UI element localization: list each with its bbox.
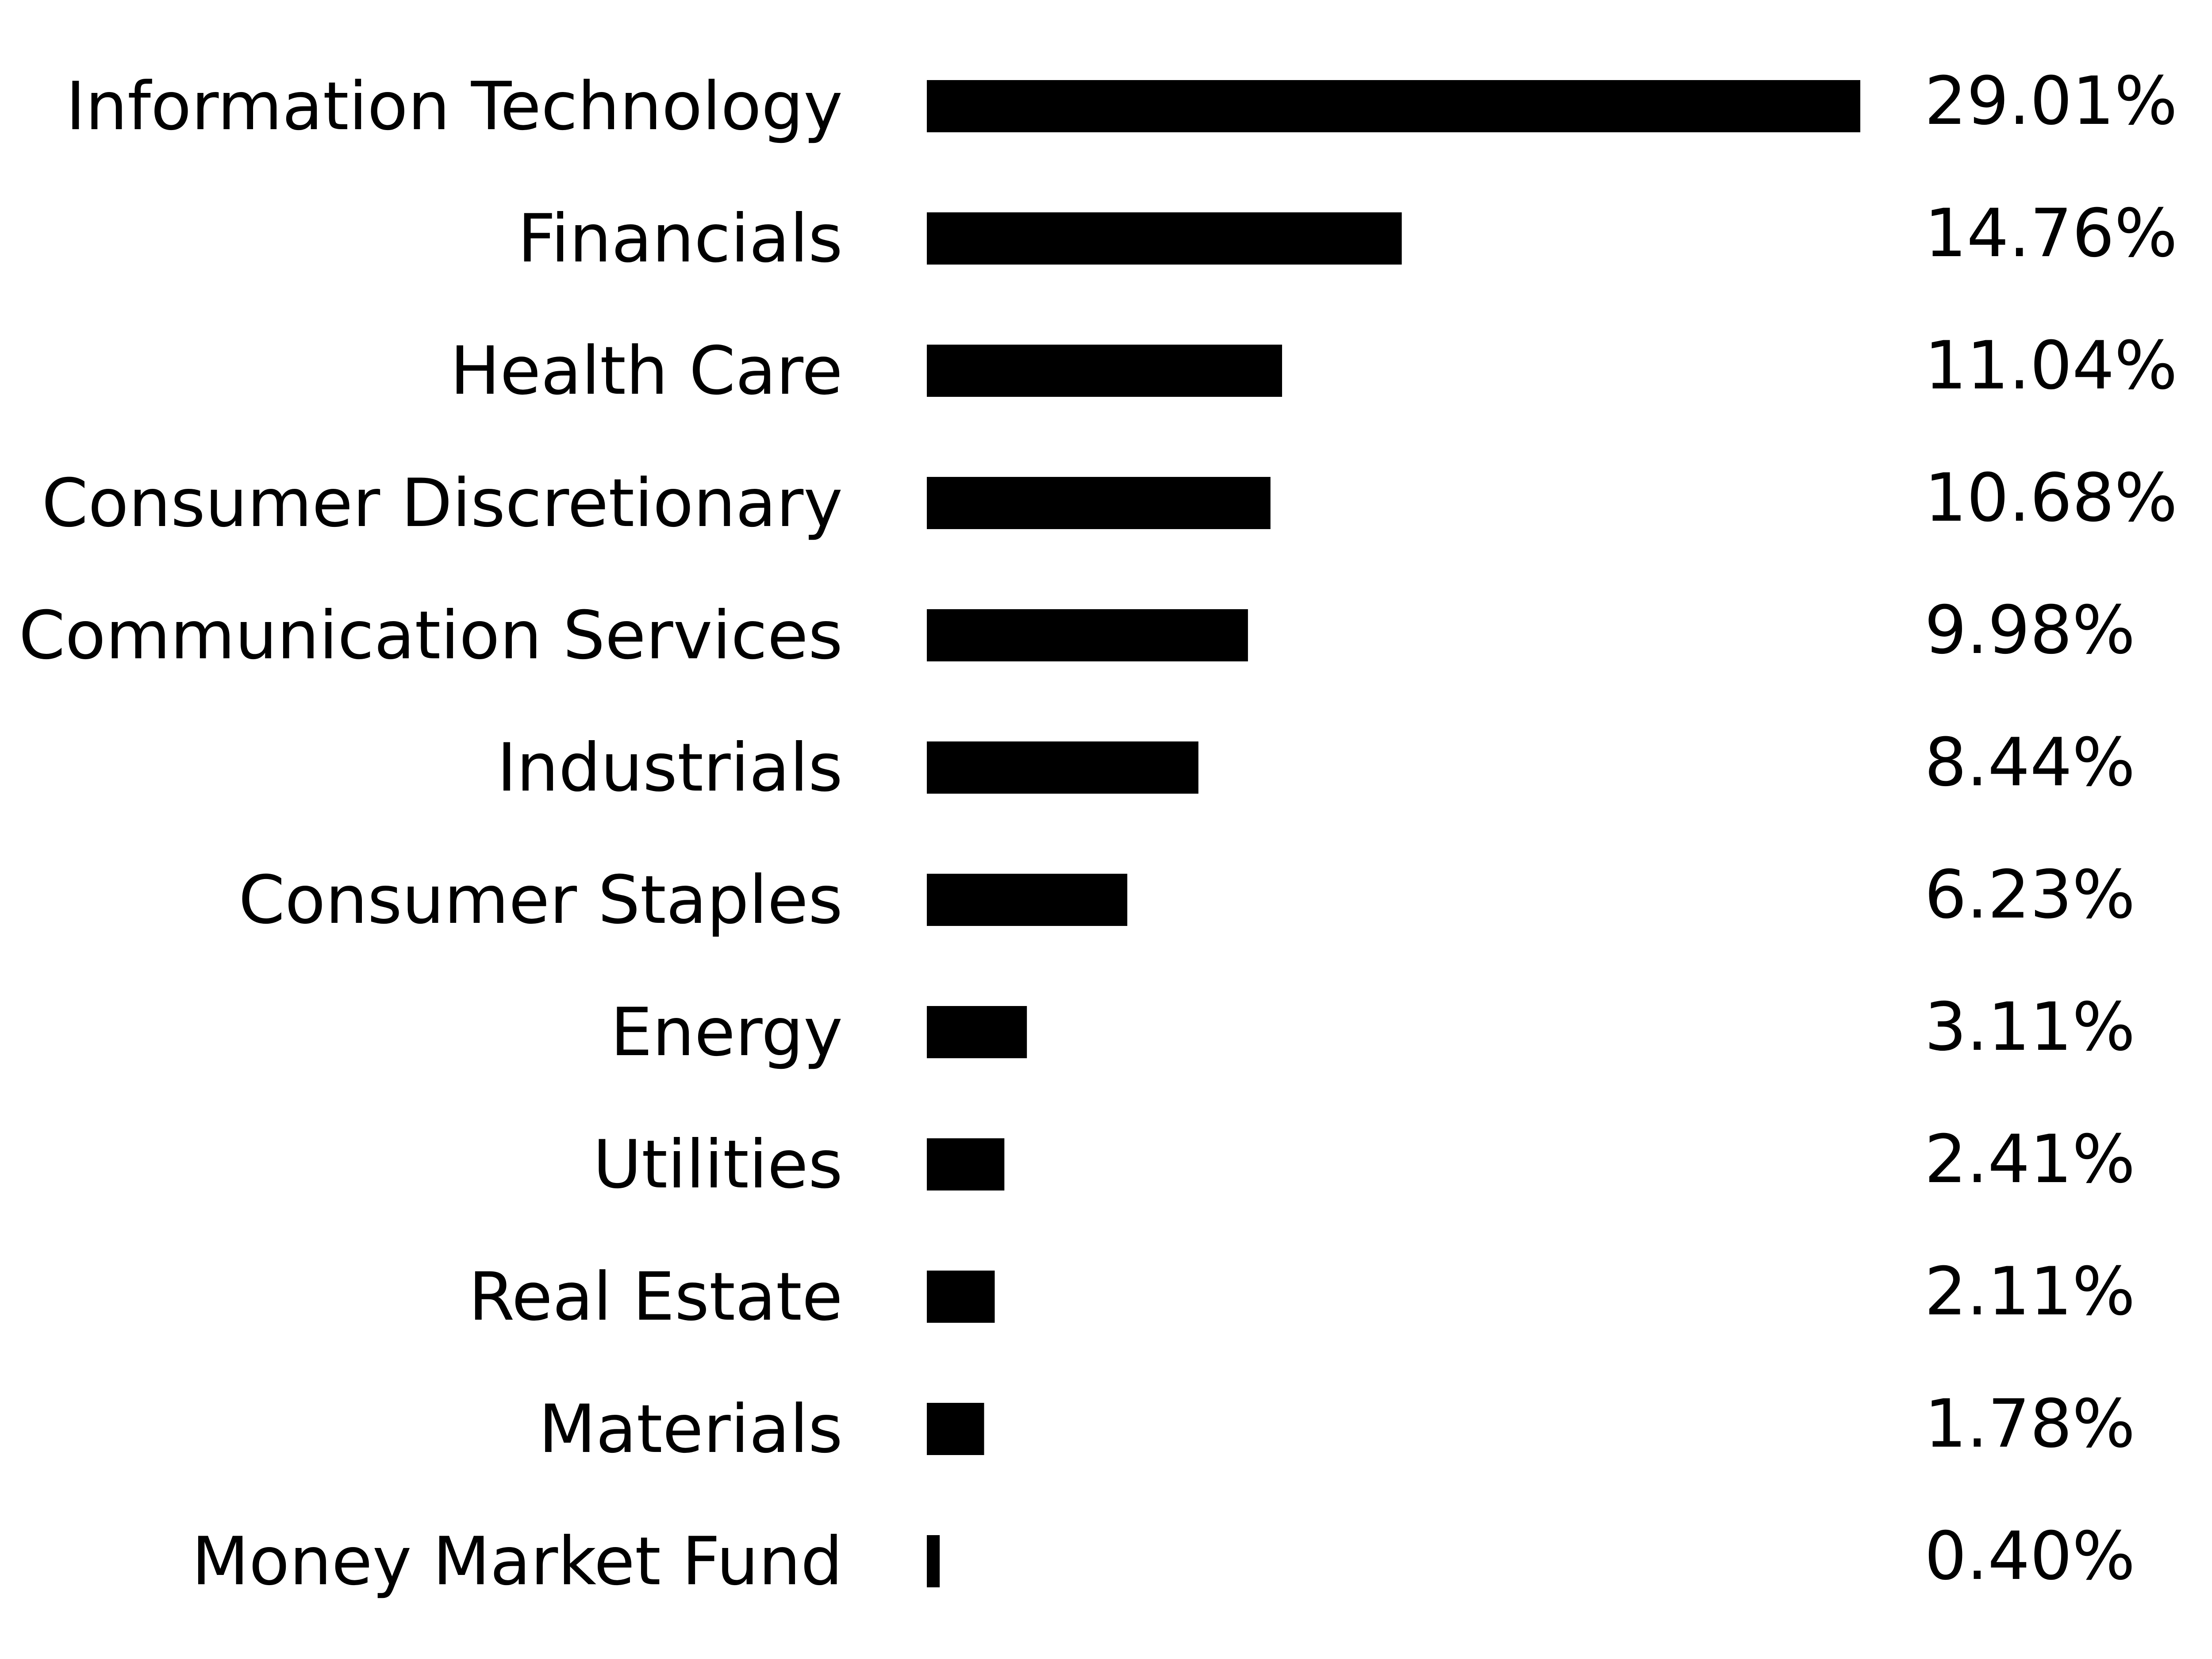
- bars: [927, 80, 1860, 1587]
- value-label-health-care: 11.04%: [1924, 327, 2177, 404]
- value-label-information-technology: 29.01%: [1924, 63, 2177, 140]
- bar-health-care: [927, 345, 1282, 397]
- bar-consumer-discretionary: [927, 477, 1271, 529]
- bar-materials: [927, 1403, 984, 1455]
- category-label-real-estate: Real Estate: [469, 1259, 843, 1336]
- category-label-materials: Materials: [538, 1391, 843, 1468]
- bar-information-technology: [927, 80, 1860, 132]
- value-label-money-market-fund: 0.40%: [1924, 1518, 2135, 1595]
- value-label-materials: 1.78%: [1924, 1386, 2135, 1463]
- category-label-industrials: Industrials: [497, 730, 843, 806]
- category-label-consumer-discretionary: Consumer Discretionary: [42, 465, 843, 542]
- value-label-communication-services: 9.98%: [1924, 592, 2135, 669]
- bar-utilities: [927, 1138, 1005, 1190]
- value-label-financials: 14.76%: [1924, 195, 2177, 272]
- value-label-utilities: 2.41%: [1924, 1121, 2135, 1198]
- value-label-consumer-staples: 6.23%: [1924, 856, 2135, 933]
- bar-industrials: [927, 741, 1198, 794]
- category-labels: Information Technology Financials Health C…: [19, 68, 843, 1600]
- value-label-consumer-discretionary: 10.68%: [1924, 460, 2177, 537]
- category-label-financials: Financials: [518, 200, 843, 277]
- value-label-industrials: 8.44%: [1924, 724, 2135, 801]
- value-labels: 29.01% 14.76% 11.04% 10.68% 9.98% 8.44% 6.23% 3…: [1924, 63, 2177, 1595]
- bar-communication-services: [927, 609, 1248, 661]
- category-label-consumer-staples: Consumer Staples: [238, 862, 843, 939]
- bar-real-estate: [927, 1271, 995, 1323]
- bar-consumer-staples: [927, 874, 1128, 926]
- value-label-real-estate: 2.11%: [1924, 1253, 2135, 1330]
- category-label-information-technology: Information Technology: [66, 68, 843, 145]
- category-label-utilities: Utilities: [593, 1126, 843, 1203]
- category-label-money-market-fund: Money Market Fund: [192, 1523, 843, 1600]
- category-label-energy: Energy: [611, 994, 843, 1071]
- category-label-health-care: Health Care: [450, 333, 843, 410]
- category-label-communication-services: Communication Services: [19, 597, 843, 674]
- bar-financials: [927, 212, 1402, 265]
- bar-money-market-fund: [927, 1535, 940, 1587]
- value-label-energy: 3.11%: [1924, 989, 2135, 1066]
- bar-energy: [927, 1006, 1027, 1058]
